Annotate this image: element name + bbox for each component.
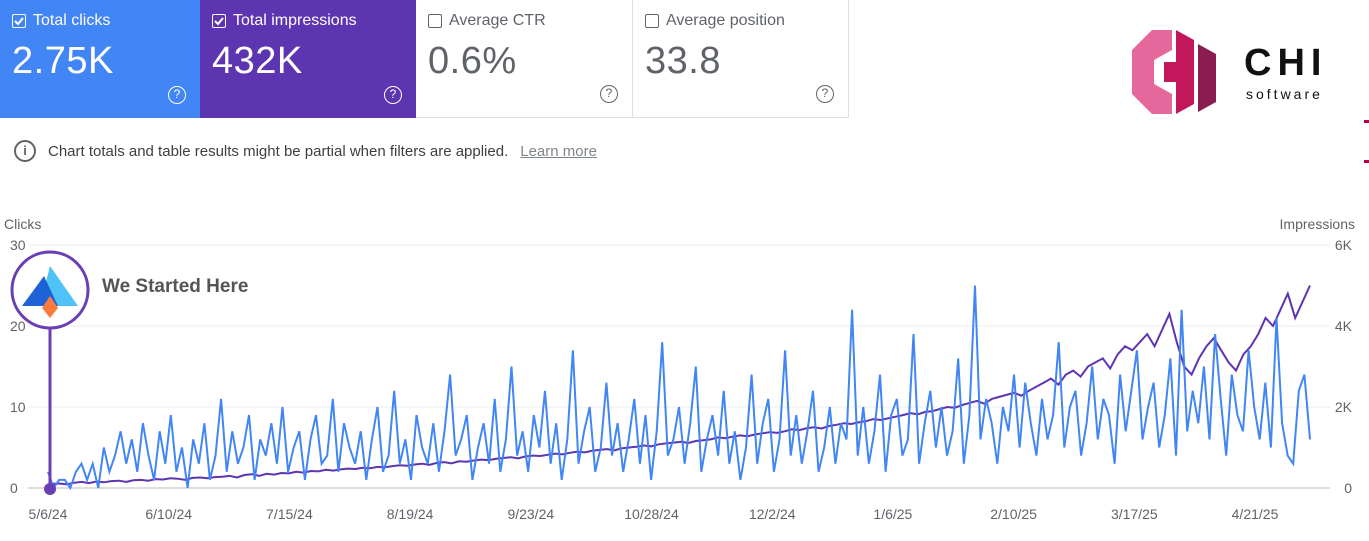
metric-card-clicks[interactable]: Total clicks 2.75K ? (0, 0, 200, 118)
edge-mark (1364, 160, 1369, 163)
metric-value: 432K (212, 40, 303, 82)
metric-label: Average CTR (449, 12, 546, 29)
metric-label: Total clicks (33, 12, 111, 29)
notice-text: Chart totals and table results might be … (48, 142, 509, 160)
annotation-label: We Started Here (102, 276, 249, 297)
help-icon[interactable]: ? (168, 86, 186, 104)
y-right-tick-label: 2K (1335, 399, 1353, 415)
metric-label: Total impressions (233, 12, 357, 29)
logo-wordmark: CHI (1244, 42, 1328, 84)
y-right-tick-label: 4K (1335, 318, 1353, 334)
help-icon[interactable]: ? (384, 86, 402, 104)
marker-dot (44, 483, 56, 495)
y-right-tick-label: 6K (1335, 237, 1353, 253)
x-tick-label: 12/2/24 (749, 506, 796, 522)
metric-value: 33.8 (645, 40, 721, 82)
checkbox-unchecked-icon[interactable] (428, 14, 442, 28)
metric-card-impressions[interactable]: Total impressions 432K ? (200, 0, 416, 118)
x-tick-label: 10/28/24 (624, 506, 679, 522)
y-left-tick-label: 20 (10, 318, 26, 334)
series-line-clicks (47, 285, 1311, 491)
help-icon[interactable]: ? (600, 85, 618, 103)
info-icon: i (14, 140, 36, 162)
x-tick-label: 5/6/24 (29, 506, 68, 522)
y-left-tick-label: 30 (10, 237, 26, 253)
filter-notice: i Chart totals and table results might b… (14, 140, 597, 162)
metric-card-position[interactable]: Average position 33.8 ? (633, 0, 849, 118)
learn-more-link[interactable]: Learn more (520, 142, 597, 160)
checkbox-checked-icon[interactable] (12, 14, 26, 28)
y-right-tick-label: 0 (1344, 480, 1352, 496)
logo-subtitle: software (1246, 86, 1323, 102)
app-logo-icon (22, 266, 78, 318)
chi-software-logo: CHI software (1124, 22, 1354, 122)
x-tick-label: 7/15/24 (266, 506, 313, 522)
y-left-axis-title: Clicks (4, 216, 42, 232)
checkbox-checked-icon[interactable] (212, 14, 226, 28)
x-tick-label: 8/19/24 (387, 506, 434, 522)
x-tick-label: 3/17/25 (1111, 506, 1158, 522)
metric-value: 2.75K (12, 40, 114, 82)
metric-label: Average position (666, 12, 785, 29)
x-tick-label: 2/10/25 (990, 506, 1037, 522)
metric-value: 0.6% (428, 40, 517, 82)
x-tick-label: 6/10/24 (145, 506, 192, 522)
x-tick-label: 9/23/24 (507, 506, 554, 522)
metric-card-ctr[interactable]: Average CTR 0.6% ? (416, 0, 633, 118)
series-line-impressions (51, 285, 1311, 486)
start-marker (10, 250, 90, 495)
edge-mark (1364, 120, 1369, 123)
x-tick-label: 1/6/25 (873, 506, 912, 522)
help-icon[interactable]: ? (816, 85, 834, 103)
y-left-tick-label: 10 (10, 399, 26, 415)
chi-logo-icon (1132, 30, 1216, 114)
y-left-tick-label: 0 (10, 480, 18, 496)
y-right-axis-title: Impressions (1279, 216, 1355, 232)
checkbox-unchecked-icon[interactable] (645, 14, 659, 28)
x-tick-label: 4/21/25 (1232, 506, 1279, 522)
